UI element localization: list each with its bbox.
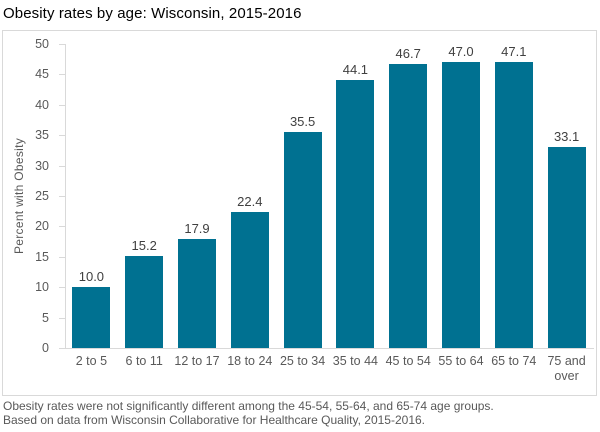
bar-value-label: 22.4: [237, 193, 263, 209]
bar: [442, 62, 480, 348]
bar-value-label: 46.7: [395, 46, 421, 62]
y-axis-tick-label: 10: [35, 280, 49, 295]
y-axis-tick-label: 15: [35, 249, 49, 264]
bar: [178, 239, 216, 348]
x-axis-tick-label: 2 to 5: [75, 354, 108, 368]
x-axis-tick-label: 65 to 74: [491, 354, 537, 368]
y-axis-tick-mark: [59, 226, 65, 228]
x-axis-tick-label: 12 to 17: [174, 354, 220, 368]
x-axis-line: [65, 348, 594, 349]
bar: [547, 146, 586, 348]
bar-value-label: 47.1: [501, 43, 527, 59]
bar-value-label: 44.1: [342, 61, 369, 77]
footnote-line-2: Based on data from Wisconsin Collaborati…: [3, 413, 425, 427]
y-axis-tick-mark: [59, 104, 65, 106]
y-axis-tick-label: 45: [35, 67, 49, 82]
bar-value-label: 15.2: [131, 237, 157, 253]
bar: [230, 211, 269, 348]
y-axis-tick-mark: [59, 348, 65, 349]
y-axis-tick-label: 25: [35, 189, 49, 203]
x-axis-tick-label: 18 to 24: [227, 354, 273, 368]
bar-value-label: 10.0: [78, 269, 105, 285]
y-axis-line: [65, 44, 66, 349]
x-axis-tick-label: 25 to 34: [279, 354, 326, 368]
plot-frame: Percent with Obesity 0 5 10 15 20 25 30 35 40 45 5…: [2, 30, 597, 396]
y-axis-tick-label: 0: [42, 341, 49, 355]
bar-value-label: 33.1: [553, 128, 580, 144]
x-axis-tick-label: 55 to 64: [438, 354, 484, 368]
footnote-line-1: Obesity rates were not significantly dif…: [3, 399, 494, 413]
bar-value-label: 17.9: [184, 221, 210, 237]
y-axis-tick-mark: [59, 74, 65, 76]
x-axis-tick-label: 45 to 54: [385, 354, 431, 368]
bar-value-label: 35.5: [289, 114, 316, 130]
bar: [72, 287, 111, 348]
x-axis-tick-label: 6 to 11: [125, 354, 163, 368]
y-axis-tick-label: 30: [35, 158, 49, 173]
y-axis-tick-mark: [59, 165, 65, 167]
x-axis-tick-label: 75 and over: [547, 354, 586, 383]
bar: [389, 64, 428, 348]
bar-value-label: 47.0: [448, 44, 474, 60]
bar: [494, 61, 533, 348]
y-axis-tick-label: 20: [35, 219, 49, 234]
y-axis-tick-mark: [59, 287, 65, 289]
bar: [125, 255, 164, 348]
bar: [336, 79, 375, 348]
y-axis-tick-label: 40: [35, 97, 49, 112]
y-axis-tick-mark: [59, 44, 65, 45]
y-axis-tick-label: 5: [42, 310, 49, 325]
bar: [283, 132, 322, 348]
y-axis-tick-mark: [59, 317, 65, 319]
y-axis-tick-mark: [59, 135, 65, 137]
footnotes: Obesity rates were not significantly dif…: [3, 399, 494, 427]
chart-title: Obesity rates by age: Wisconsin, 2015-20…: [3, 5, 302, 22]
y-axis-tick-label: 35: [35, 128, 49, 143]
y-axis-tick-mark: [59, 256, 65, 258]
y-axis-tick-label: 50: [35, 37, 49, 51]
x-axis-tick-label: 35 to 44: [332, 354, 378, 368]
y-axis-tick-mark: [59, 196, 65, 197]
